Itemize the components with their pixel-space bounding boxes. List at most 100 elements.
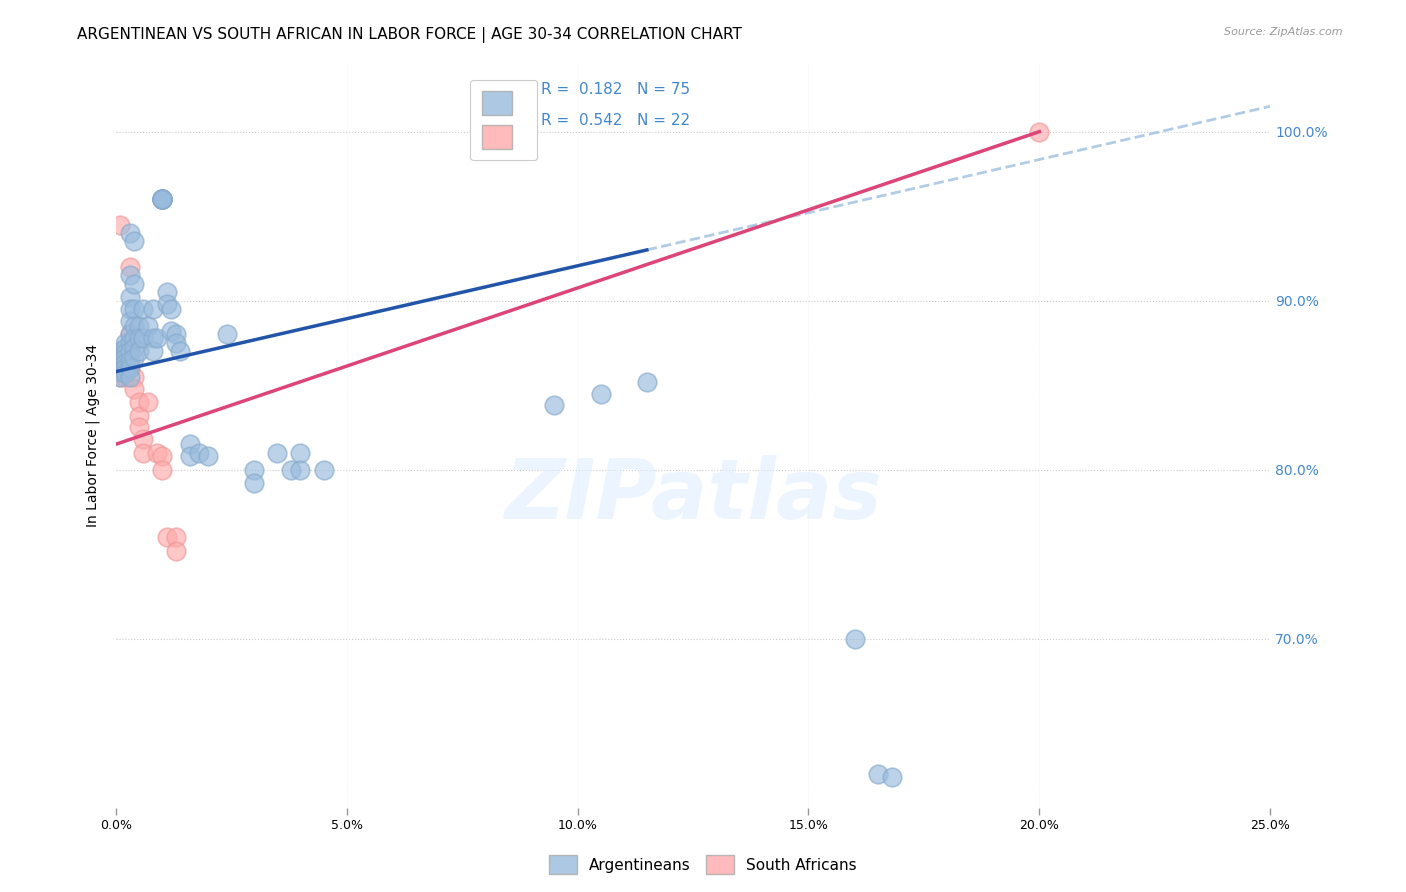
Point xyxy=(132,432,155,446)
Point xyxy=(165,543,187,558)
Point xyxy=(187,446,209,460)
Point xyxy=(110,369,132,384)
Point xyxy=(128,409,150,423)
Point xyxy=(165,530,187,544)
Point xyxy=(160,302,183,317)
Point xyxy=(110,361,132,376)
Point xyxy=(290,462,312,476)
Point xyxy=(280,462,302,476)
Point xyxy=(243,462,266,476)
Point xyxy=(128,395,150,409)
Point xyxy=(866,766,889,780)
Point xyxy=(136,395,159,409)
Point xyxy=(150,462,173,476)
Point xyxy=(132,446,155,460)
Point xyxy=(122,382,145,396)
Point xyxy=(150,192,173,206)
Point xyxy=(844,632,866,646)
Point xyxy=(114,367,136,381)
Point xyxy=(122,369,145,384)
Point xyxy=(110,218,132,232)
Point xyxy=(142,331,165,345)
Point xyxy=(114,346,136,360)
Point xyxy=(312,462,335,476)
Point xyxy=(110,354,132,368)
Point xyxy=(114,335,136,350)
Text: R =  0.542   N = 22: R = 0.542 N = 22 xyxy=(541,113,690,128)
Point xyxy=(150,192,173,206)
Point xyxy=(118,268,141,283)
Point xyxy=(636,375,658,389)
Point xyxy=(114,369,136,384)
Point xyxy=(122,341,145,355)
Point xyxy=(118,290,141,304)
Point xyxy=(122,331,145,345)
Point xyxy=(146,446,169,460)
Point xyxy=(110,361,132,376)
Point xyxy=(169,344,191,359)
Point xyxy=(150,449,173,463)
Point xyxy=(128,318,150,333)
Point xyxy=(118,335,141,350)
Point xyxy=(114,351,136,365)
Point xyxy=(118,369,141,384)
Point xyxy=(110,344,132,359)
Point xyxy=(114,361,136,376)
Text: ZIPatlas: ZIPatlas xyxy=(505,455,882,536)
Point xyxy=(122,318,145,333)
Point xyxy=(114,341,136,355)
Point xyxy=(543,398,565,412)
Point xyxy=(142,302,165,317)
Point xyxy=(118,260,141,274)
Point xyxy=(197,449,219,463)
Point xyxy=(118,302,141,317)
Point xyxy=(128,344,150,359)
Point xyxy=(114,358,136,372)
Point xyxy=(122,235,145,249)
Point xyxy=(132,331,155,345)
Point xyxy=(142,344,165,359)
Point xyxy=(118,361,141,376)
Point xyxy=(118,344,141,359)
Point xyxy=(589,386,612,401)
Point xyxy=(243,476,266,491)
Point xyxy=(290,446,312,460)
Point xyxy=(1028,125,1050,139)
Point xyxy=(118,327,141,342)
Point xyxy=(122,351,145,365)
Point xyxy=(155,297,177,311)
Point xyxy=(128,420,150,434)
Y-axis label: In Labor Force | Age 30-34: In Labor Force | Age 30-34 xyxy=(86,344,100,527)
Point xyxy=(136,318,159,333)
Point xyxy=(150,192,173,206)
Point xyxy=(215,327,238,342)
Point xyxy=(160,324,183,338)
Point xyxy=(110,351,132,365)
Point xyxy=(118,226,141,240)
Point xyxy=(118,314,141,328)
Point xyxy=(122,302,145,317)
Point xyxy=(118,358,141,372)
Legend: , : , xyxy=(471,79,537,161)
Point xyxy=(150,192,173,206)
Point xyxy=(110,358,132,372)
Point xyxy=(114,344,136,359)
Text: ARGENTINEAN VS SOUTH AFRICAN IN LABOR FORCE | AGE 30-34 CORRELATION CHART: ARGENTINEAN VS SOUTH AFRICAN IN LABOR FO… xyxy=(77,27,742,43)
Point xyxy=(132,302,155,317)
Point xyxy=(122,277,145,291)
Point xyxy=(146,331,169,345)
Text: R =  0.182   N = 75: R = 0.182 N = 75 xyxy=(541,82,690,97)
Point xyxy=(118,327,141,342)
Point xyxy=(150,192,173,206)
Point xyxy=(114,356,136,370)
Legend: Argentineans, South Africans: Argentineans, South Africans xyxy=(543,849,863,880)
Text: Source: ZipAtlas.com: Source: ZipAtlas.com xyxy=(1225,27,1343,37)
Point xyxy=(118,352,141,367)
Point xyxy=(880,770,903,784)
Point xyxy=(110,369,132,384)
Point xyxy=(165,327,187,342)
Point xyxy=(110,348,132,362)
Point xyxy=(179,437,201,451)
Point xyxy=(266,446,288,460)
Point xyxy=(150,192,173,206)
